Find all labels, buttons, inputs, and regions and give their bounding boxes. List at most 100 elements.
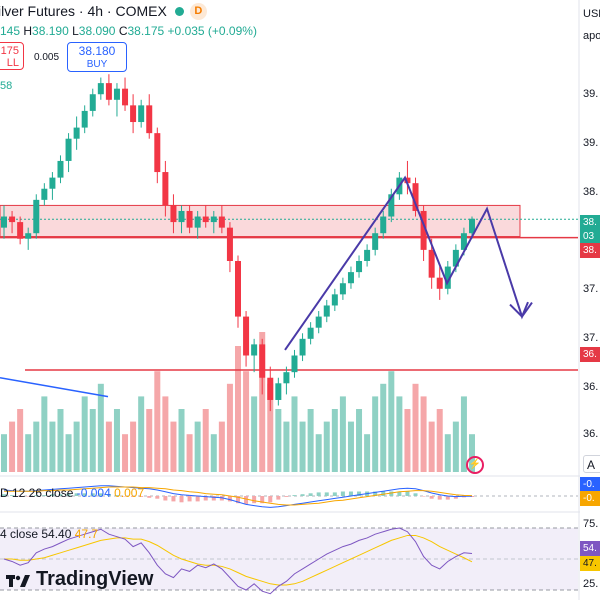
volume-bar (307, 409, 314, 472)
candle-body (105, 83, 112, 100)
candle-body (460, 233, 467, 250)
macd-legend[interactable]: D 12 26 close -0.004 0.007 (0, 486, 144, 500)
candle-body (275, 383, 282, 400)
macd-signal-tag: -0. (580, 491, 600, 506)
volume-bar (105, 421, 112, 472)
brand-name: TradingView (36, 568, 154, 590)
candle-body (364, 249, 371, 261)
candle-body (97, 83, 104, 95)
volume-bar (331, 409, 338, 472)
candle-body (251, 344, 258, 356)
macd-histogram-bar (2, 494, 6, 496)
macd-histogram-bar (74, 493, 79, 496)
volume-bar (186, 434, 193, 472)
macd-histogram-bar (332, 492, 337, 496)
buy-button[interactable]: 38.180 BUY (67, 42, 127, 72)
volume-bar (146, 409, 153, 472)
volume-bar (388, 371, 395, 472)
macd-histogram-bar (405, 491, 410, 496)
delayed-badge[interactable]: D (189, 2, 207, 20)
macd-histogram-bar (308, 493, 313, 496)
ohlc-open: 145 (0, 24, 21, 38)
macd-histogram-bar (413, 493, 418, 496)
volume-bar (202, 409, 209, 472)
volume-bar (452, 421, 459, 472)
candle-body (404, 177, 411, 184)
candle-body (469, 218, 475, 234)
volume-bar (154, 371, 161, 472)
volume-value: 58 (0, 80, 13, 92)
volume-bar (436, 409, 443, 472)
volume-bar (33, 421, 40, 472)
currency-label[interactable]: USD (583, 8, 600, 20)
candle-body (194, 216, 201, 228)
macd-signal-value: 0.007 (114, 486, 145, 500)
candle-body (210, 216, 217, 223)
volume-bar (170, 421, 177, 472)
candle-body (291, 355, 298, 373)
volume-bar (275, 409, 282, 472)
volume-bar (291, 396, 298, 472)
candle-body (307, 327, 314, 339)
resistance-price-tag: 38. (580, 243, 600, 258)
macd-histogram-bar (90, 493, 95, 496)
ohlc-low: 38.090 (78, 24, 116, 38)
candle-body (420, 210, 427, 250)
volume-bar (9, 421, 16, 472)
volume-bar (122, 434, 129, 472)
tradingview-logo[interactable]: TradingView (6, 568, 153, 591)
macd-histogram-bar (252, 496, 257, 504)
volume-bar (178, 409, 185, 472)
volume-bar (89, 409, 96, 472)
macd-line (3, 485, 473, 508)
macd-histogram-bar (445, 496, 450, 500)
macd-histogram-bar (50, 494, 55, 496)
macd-histogram-bar (300, 494, 305, 496)
candle-body (315, 316, 322, 328)
candle-body (178, 210, 185, 223)
candle-body (235, 261, 241, 317)
candle-body (452, 249, 459, 267)
candle-body (17, 222, 24, 239)
candle-body (41, 188, 48, 200)
candle-body (146, 105, 153, 134)
macd-histogram-bar (131, 496, 136, 497)
macd-histogram-bar (373, 491, 378, 496)
macd-histogram-bar (292, 495, 297, 496)
macd-histogram-bar (421, 496, 426, 497)
macd-histogram-bar (163, 496, 168, 501)
macd-histogram-bar (357, 491, 362, 496)
macd-histogram-bar (284, 496, 289, 497)
candle-body (331, 294, 338, 306)
volume-bar (444, 434, 451, 472)
candle-body (412, 183, 419, 211)
macd-histogram-bar (260, 496, 265, 504)
candle-body (267, 377, 274, 400)
volume-bar (315, 434, 322, 472)
auto-scale-button[interactable]: A (583, 455, 600, 473)
macd-value: -0.004 (76, 486, 111, 500)
macd-histogram-bar (98, 493, 103, 496)
volume-bar (380, 383, 387, 472)
macd-histogram-bar (276, 496, 281, 500)
candle-body (170, 205, 177, 223)
tradingview-icon (6, 572, 30, 588)
symbol-title[interactable]: ilver Futures · 4h · COMEX (0, 3, 167, 19)
rsi-ma-tag: 47. (580, 556, 600, 571)
candle-body (33, 199, 40, 234)
volume-bar (251, 396, 258, 472)
candle-body (356, 261, 363, 273)
volume-bar (25, 434, 32, 472)
candle-body (162, 172, 169, 206)
volume-bar (347, 421, 354, 472)
candle-body (154, 133, 161, 173)
y-tick-label: 37. (583, 332, 599, 344)
rsi-legend[interactable]: 4 close 54.40 47.7 (0, 527, 98, 541)
sell-button[interactable]: 175 LL (0, 42, 24, 70)
rsi-tag: 54. (580, 541, 600, 556)
macd-histogram-bar (203, 496, 208, 501)
rsi-upper-label: 75. (583, 518, 599, 530)
rsi-ma-value: 47.7 (74, 527, 99, 541)
lightning-icon[interactable]: ⚡ (466, 456, 484, 474)
